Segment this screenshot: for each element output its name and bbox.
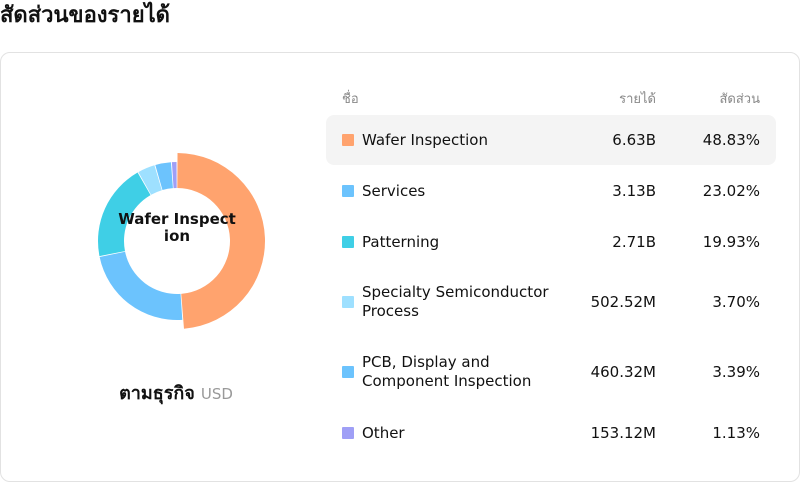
page-title: สัดส่วนของรายได้ <box>0 3 170 28</box>
row-revenue: 153.12M <box>590 423 656 442</box>
table-row[interactable]: Patterning 2.71B 19.93% <box>326 217 776 267</box>
row-name: Services <box>362 181 426 200</box>
row-share: 3.70% <box>712 292 760 311</box>
donut-slice-4[interactable] <box>138 165 162 195</box>
row-share: 1.13% <box>712 423 760 442</box>
table-row[interactable]: PCB, Display and Component Inspection 460… <box>326 337 776 407</box>
row-share: 23.02% <box>702 181 760 200</box>
revenue-card: Wafer Inspection ตามธุรกิจ USD ชื่อ รายได… <box>0 52 800 482</box>
legend-swatch <box>342 296 354 308</box>
legend-swatch <box>342 366 354 378</box>
table-row[interactable]: Other 153.12M 1.13% <box>326 407 776 459</box>
row-share: 48.83% <box>702 130 760 149</box>
row-revenue: 460.32M <box>590 362 656 381</box>
table-header: ชื่อ รายได้ สัดส่วน <box>326 79 776 115</box>
donut-slice-3[interactable] <box>98 172 151 257</box>
revenue-table: ชื่อ รายได้ สัดส่วน Wafer Inspection 6.63… <box>326 79 776 459</box>
donut-slice-6[interactable] <box>171 162 177 189</box>
legend-swatch <box>342 236 354 248</box>
table-row[interactable]: Services 3.13B 23.02% <box>326 165 776 217</box>
donut-center-label: Wafer Inspection <box>118 210 236 245</box>
row-name: Specialty Semiconductor Process <box>362 283 549 320</box>
row-name: Other <box>362 423 405 442</box>
legend-swatch <box>342 134 354 146</box>
donut-slice-5[interactable] <box>155 162 173 191</box>
donut-svg <box>98 153 266 329</box>
group-unit: USD <box>200 385 233 403</box>
legend-swatch <box>342 185 354 197</box>
donut-slice-1[interactable] <box>177 153 266 329</box>
donut-slice-2[interactable] <box>99 251 183 320</box>
header-revenue: รายได้ <box>619 92 656 107</box>
row-revenue: 2.71B <box>612 232 656 251</box>
table-body: Wafer Inspection 6.63B 48.83% Services 3.13B… <box>326 115 776 459</box>
row-share: 19.93% <box>702 232 760 251</box>
row-revenue: 6.63B <box>612 130 656 149</box>
row-name: PCB, Display and Component Inspection <box>362 353 532 390</box>
group-label: ตามธุรกิจ USD <box>1 378 351 407</box>
table-row[interactable]: Specialty Semiconductor Process 502.52M 3.… <box>326 267 776 337</box>
row-name: Wafer Inspection <box>362 130 488 149</box>
legend-swatch <box>342 427 354 439</box>
row-name: Patterning <box>362 232 440 251</box>
header-share: สัดส่วน <box>719 92 761 107</box>
donut-chart: Wafer Inspection <box>87 151 267 331</box>
header-name: ชื่อ <box>342 92 359 107</box>
table-row[interactable]: Wafer Inspection 6.63B 48.83% <box>326 115 776 165</box>
row-share: 3.39% <box>712 362 760 381</box>
row-revenue: 502.52M <box>590 292 656 311</box>
group-name: ตามธุรกิจ <box>119 383 195 404</box>
row-revenue: 3.13B <box>612 181 656 200</box>
